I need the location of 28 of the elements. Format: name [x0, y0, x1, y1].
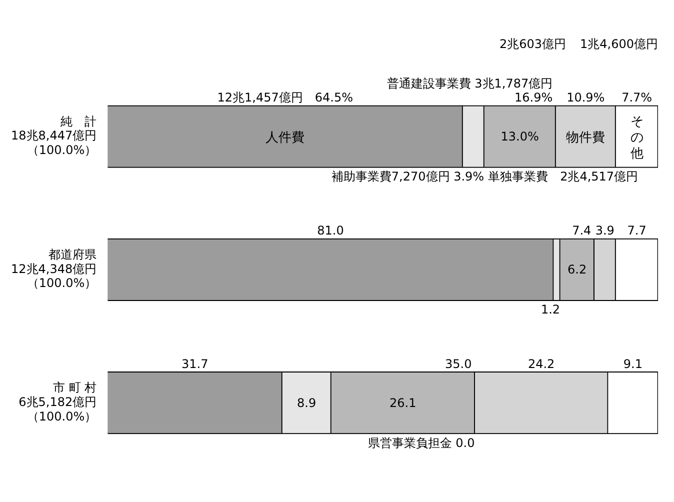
data-label: 12兆1,457億円 64.5% — [217, 90, 353, 105]
y-tick-label: 市 町 村 6兆5,182億円（100.0%） — [18, 380, 97, 424]
annotation: 普通建設事業費 3兆1,787億円 16.9% — [386, 76, 553, 105]
data-label: 26.1 — [390, 396, 416, 410]
data-label: 6.2 — [568, 262, 587, 277]
data-label: 県営事業負担金 0.0 — [368, 436, 475, 450]
text: 2兆603億円 — [499, 37, 566, 51]
data-label: 7.7% — [622, 90, 652, 105]
annotation: 単独事業費 2兆4,517億円 — [488, 170, 638, 184]
data-label: 8.9 — [297, 396, 316, 410]
data-label: 1.2 — [540, 302, 560, 317]
data-label: 81.0 — [317, 224, 344, 238]
data-label: 31.7 — [182, 356, 208, 371]
y-tick-label: 都道府県 12兆4,348億円（100.0%） — [11, 247, 97, 290]
data-label: 7.7 — [627, 224, 646, 238]
data-label: 3.9 — [595, 224, 614, 238]
annotation: 35.0 — [445, 356, 472, 371]
data-label: 24.2 — [528, 356, 555, 371]
data-label: 9.1 — [623, 356, 643, 371]
data-label: 13.0% — [500, 130, 539, 144]
text: 1兆4,600億円 — [580, 37, 658, 51]
annotation: 7.4 — [572, 224, 592, 238]
series-label: その他 — [630, 114, 644, 162]
y-tick-label: 純 計 18兆8,447億円（100.0%） — [11, 114, 97, 158]
series-label: 人件費 — [266, 130, 305, 146]
data-label: 10.9% — [566, 90, 605, 105]
series-label: 物件費 — [566, 130, 606, 146]
data-label: 補助事業費7,270億円 3.9% — [331, 170, 484, 184]
